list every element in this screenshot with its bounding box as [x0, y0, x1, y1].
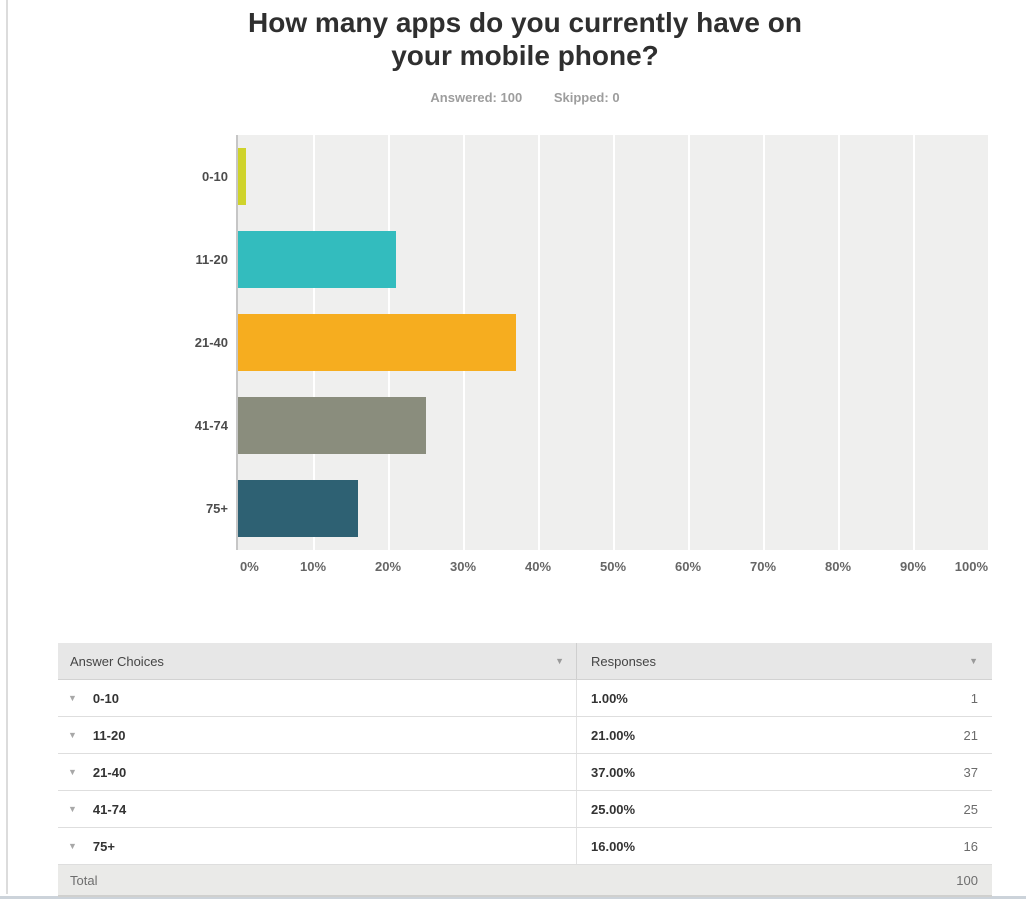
gridline: [688, 135, 690, 550]
response-count: 25: [963, 801, 978, 817]
response-count: 16: [963, 838, 978, 854]
x-tick-label: 60%: [674, 559, 702, 574]
bar: [238, 231, 396, 288]
row-expand-arrow-icon[interactable]: ▼: [68, 730, 77, 740]
x-tick-label: 90%: [899, 559, 927, 574]
x-tick-label: 50%: [599, 559, 627, 574]
dropdown-arrow-icon[interactable]: ▼: [555, 656, 564, 666]
answer-choice-label: 41-74: [92, 801, 127, 817]
answered-count: Answered: 100: [430, 90, 523, 105]
results-table: Answer Choices ▼ Responses ▼ ▼ 0-10 1.00…: [58, 643, 992, 897]
total-value: 100: [956, 872, 978, 888]
x-tick-label: 70%: [749, 559, 777, 574]
table-total-row: Total 100: [58, 865, 992, 897]
response-percent: 21.00%: [591, 727, 636, 743]
answer-choice-label: 11-20: [92, 727, 126, 743]
x-tick-label: 100%: [954, 559, 988, 574]
gridline: [988, 135, 990, 550]
x-tick-label: 80%: [824, 559, 852, 574]
plot-area: [236, 135, 990, 550]
table-row: ▼ 41-74 25.00% 25: [58, 791, 992, 828]
table-row: ▼ 21-40 37.00% 37: [58, 754, 992, 791]
x-tick-label: 10%: [299, 559, 327, 574]
row-expand-arrow-icon[interactable]: ▼: [68, 804, 77, 814]
skipped-count: Skipped: 0: [553, 90, 620, 105]
dropdown-arrow-icon[interactable]: ▼: [969, 656, 978, 666]
header-responses[interactable]: Responses ▼: [577, 643, 992, 679]
bar: [238, 480, 358, 537]
y-axis-labels: 0-10 11-20 21-40 41-74 75+: [58, 135, 228, 550]
response-summary: Answered: 100 Skipped: 0: [58, 90, 992, 105]
x-tick-label: 40%: [524, 559, 552, 574]
header-answer-choices-label: Answer Choices: [70, 653, 164, 669]
y-axis-label: 41-74: [194, 418, 228, 433]
x-axis: 0% 10% 20% 30% 40% 50% 60% 70% 80% 90% 1…: [238, 559, 988, 579]
response-percent: 16.00%: [591, 838, 636, 854]
total-label: Total: [70, 872, 98, 888]
y-axis-label: 11-20: [195, 252, 228, 267]
table-row: ▼ 75+ 16.00% 16: [58, 828, 992, 865]
x-tick-label: 0%: [240, 559, 259, 574]
header-answer-choices[interactable]: Answer Choices ▼: [58, 643, 577, 679]
gridline: [913, 135, 915, 550]
response-percent: 37.00%: [591, 764, 636, 780]
question-title-line1: How many apps do you currently have on: [248, 7, 802, 38]
row-expand-arrow-icon[interactable]: ▼: [68, 841, 77, 851]
question-title: How many apps do you currently have on y…: [58, 6, 992, 72]
response-count: 21: [963, 727, 978, 743]
bar: [238, 314, 516, 371]
answer-choice-label: 75+: [92, 838, 115, 854]
question-title-line2: your mobile phone?: [391, 40, 659, 71]
answer-choice-label: 21-40: [92, 764, 127, 780]
page-bottom-border: [0, 896, 1026, 899]
response-count: 37: [963, 764, 978, 780]
table-row: ▼ 0-10 1.00% 1: [58, 680, 992, 717]
page-left-border: [6, 0, 8, 894]
gridline: [613, 135, 615, 550]
bar: [238, 397, 426, 454]
table-row: ▼ 11-20 21.00% 21: [58, 717, 992, 754]
y-axis-label: 75+: [205, 501, 228, 516]
row-expand-arrow-icon[interactable]: ▼: [68, 767, 77, 777]
response-percent: 25.00%: [591, 801, 636, 817]
response-count: 1: [970, 690, 978, 706]
x-tick-label: 20%: [374, 559, 402, 574]
table-header-row: Answer Choices ▼ Responses ▼: [58, 643, 992, 680]
y-axis-label: 21-40: [194, 335, 228, 350]
answer-choice-label: 0-10: [92, 690, 119, 706]
y-axis-label: 0-10: [201, 169, 228, 184]
row-expand-arrow-icon[interactable]: ▼: [68, 693, 77, 703]
gridline: [838, 135, 840, 550]
response-percent: 1.00%: [591, 690, 628, 706]
bar: [238, 148, 246, 205]
header-responses-label: Responses: [591, 653, 657, 669]
gridline: [763, 135, 765, 550]
gridline: [538, 135, 540, 550]
x-tick-label: 30%: [449, 559, 477, 574]
